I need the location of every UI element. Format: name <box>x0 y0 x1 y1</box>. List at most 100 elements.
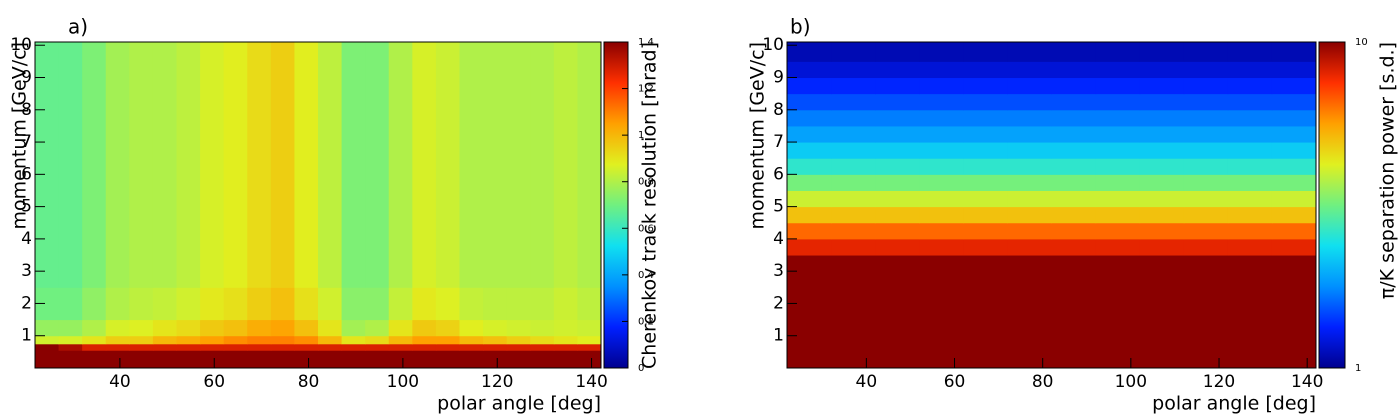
y-tick-label: 9 <box>773 68 784 88</box>
heatmap-cell <box>963 109 1008 127</box>
y-tick-label: 6 <box>21 164 32 184</box>
heatmap-cell <box>1007 255 1052 368</box>
heatmap-cell <box>963 238 1008 256</box>
heatmap-cell <box>82 42 107 288</box>
heatmap-cell <box>831 255 876 368</box>
heatmap-cell <box>1095 206 1141 224</box>
heatmap-cell <box>919 222 964 240</box>
heatmap-cell <box>483 343 508 351</box>
heatmap-cell <box>1183 206 1229 224</box>
heatmap-cell <box>200 350 225 368</box>
plot-frame <box>34 41 602 369</box>
heatmap-cell <box>1007 190 1052 208</box>
heatmap-cell <box>58 350 83 368</box>
colorbar-tick-label: 1.4 <box>638 37 654 48</box>
heatmap-cell <box>530 319 555 337</box>
x-tick-label: 40 <box>856 372 878 392</box>
heatmap-cell <box>506 335 531 345</box>
heatmap-cell <box>577 350 601 368</box>
heatmap-cell <box>1139 238 1185 256</box>
heatmap-cell <box>365 350 390 368</box>
heatmap-cell <box>129 287 154 321</box>
heatmap-cell <box>1139 174 1185 191</box>
heatmap-cell <box>1051 77 1097 95</box>
heatmap-cell <box>270 42 295 288</box>
heatmap-cell <box>1051 125 1097 143</box>
heatmap-cell <box>963 42 1008 62</box>
heatmap-cell <box>1227 42 1273 62</box>
heatmap-cell <box>1227 109 1273 127</box>
heatmap-cell <box>247 350 272 368</box>
heatmap-cell <box>1095 109 1141 127</box>
heatmap-cell <box>577 343 601 351</box>
x-tick-label: 120 <box>1203 372 1235 392</box>
heatmap-cell <box>1271 190 1316 208</box>
heatmap-cell <box>506 343 531 351</box>
heatmap-cell <box>223 350 248 368</box>
heatmap-cell <box>1095 77 1141 95</box>
heatmap-cell <box>875 109 920 127</box>
heatmap-cell <box>1183 93 1229 111</box>
heatmap-cell <box>553 287 578 321</box>
heatmap-cell <box>341 42 366 288</box>
heatmap-cell <box>318 335 343 345</box>
heatmap-cell <box>1095 174 1141 191</box>
heatmap-cell <box>223 319 248 337</box>
heatmap-cell <box>831 238 876 256</box>
y-tick-label: 4 <box>21 229 32 249</box>
heatmap-cell <box>1139 158 1185 175</box>
colorbar-tick-label: 0.4 <box>638 270 654 281</box>
heatmap-cell <box>82 319 107 337</box>
x-tick-label: 100 <box>1115 372 1147 392</box>
heatmap-cell <box>435 287 460 321</box>
heatmap-cell <box>459 343 484 351</box>
heatmap-cell <box>963 77 1008 95</box>
heatmap-cell <box>412 335 437 345</box>
heatmap-cell <box>787 255 832 368</box>
heatmap-cell <box>105 335 130 345</box>
heatmap-cell <box>176 335 201 345</box>
heatmap-cell <box>82 343 107 351</box>
heatmap-cell <box>1139 190 1185 208</box>
heatmap-cell <box>553 319 578 337</box>
heatmap-cell <box>1183 174 1229 191</box>
heatmap-cell <box>294 42 319 288</box>
heatmap-cell <box>506 42 531 288</box>
y-tick-label: 3 <box>21 261 32 281</box>
heatmap-cell <box>270 287 295 321</box>
heatmap-cell <box>530 350 555 368</box>
heatmap-cell <box>963 93 1008 111</box>
heatmap-cell <box>35 335 60 345</box>
heatmap-cell <box>875 255 920 368</box>
heatmap <box>787 42 1316 368</box>
heatmap-cell <box>1271 206 1316 224</box>
heatmap-cell <box>1051 42 1097 62</box>
heatmap-cell <box>58 42 83 288</box>
x-tick-label: 120 <box>481 372 513 392</box>
heatmap-cell <box>270 319 295 337</box>
heatmap-cell <box>1051 109 1097 127</box>
heatmap-cell <box>530 42 555 288</box>
y-tick-label: 7 <box>21 132 32 152</box>
heatmap-cell <box>506 350 531 368</box>
heatmap-cell <box>388 335 413 345</box>
heatmap-cell <box>176 343 201 351</box>
heatmap-cell <box>223 343 248 351</box>
y-tick-label: 8 <box>773 100 784 120</box>
heatmap-cell <box>787 238 832 256</box>
y-tick-label: 7 <box>773 132 784 152</box>
heatmap-cell <box>412 350 437 368</box>
y-tick-label: 5 <box>21 197 32 217</box>
heatmap-cell <box>831 93 876 111</box>
colorbar-tick-label: 1.2 <box>638 84 654 95</box>
x-axis-title: polar angle [deg] <box>437 393 601 415</box>
heatmap-cell <box>919 174 964 191</box>
heatmap-cell <box>58 287 83 321</box>
heatmap-cell <box>294 335 319 345</box>
heatmap-cell <box>506 287 531 321</box>
heatmap-cell <box>553 343 578 351</box>
heatmap-cell <box>831 142 876 159</box>
heatmap-cell <box>365 343 390 351</box>
heatmap-cell <box>875 238 920 256</box>
